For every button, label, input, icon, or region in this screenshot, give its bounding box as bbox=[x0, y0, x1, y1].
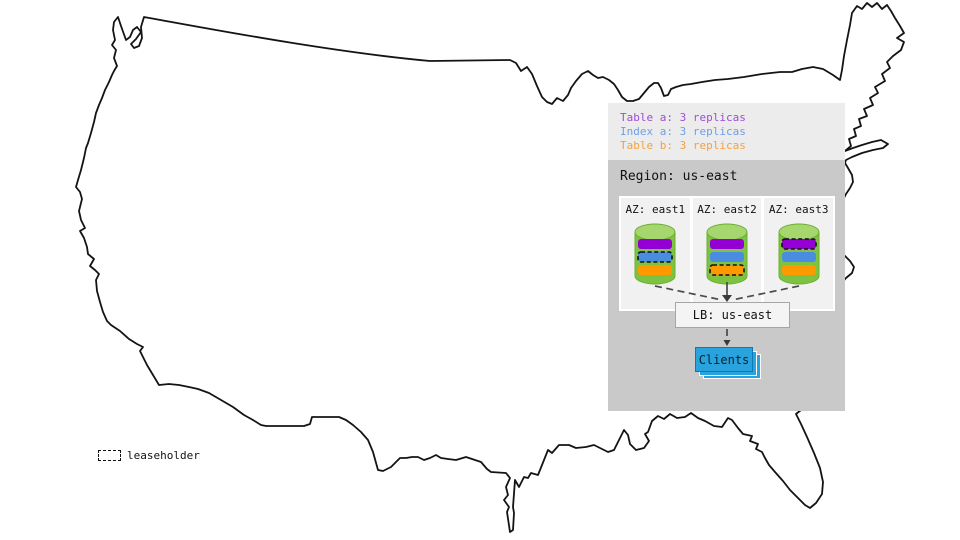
az-label: AZ: east3 bbox=[768, 203, 829, 216]
leaseholder-label: leaseholder bbox=[127, 449, 200, 462]
replica-bar-index-a-leaseholder bbox=[637, 251, 674, 263]
az-label: AZ: east2 bbox=[697, 203, 757, 216]
load-balancer-box: LB: us-east bbox=[675, 302, 790, 328]
clients-box: Clients bbox=[695, 347, 753, 372]
legend-table-a: Table a: 3 replicas bbox=[620, 111, 746, 124]
replica-bar-index-a bbox=[710, 252, 744, 262]
database-cylinder-icon bbox=[634, 223, 676, 285]
az-container: AZ: east1 AZ: east2 AZ: east3 bbox=[619, 196, 835, 311]
replica-bar-table-b bbox=[638, 265, 673, 275]
az-label: AZ: east1 bbox=[625, 203, 686, 216]
region-panel: Region: us-east AZ: east1 AZ: east2 AZ: … bbox=[608, 160, 845, 411]
replica-bar-table-a-leaseholder bbox=[780, 238, 817, 250]
replica-bar-table-a bbox=[710, 239, 744, 249]
replica-bar-table-b-leaseholder bbox=[709, 264, 745, 276]
leaseholder-swatch-icon bbox=[98, 450, 121, 461]
replica-legend-panel: Table a: 3 replicas Index a: 3 replicas … bbox=[608, 103, 845, 160]
clients-stack: Clients bbox=[695, 347, 765, 383]
database-cylinder-icon bbox=[706, 223, 748, 285]
az-cell-east1: AZ: east1 bbox=[621, 198, 690, 309]
region-title: Region: us-east bbox=[620, 169, 738, 184]
leaseholder-key: leaseholder bbox=[98, 449, 200, 462]
database-cylinder-icon bbox=[778, 223, 820, 285]
az-cell-east3: AZ: east3 bbox=[764, 198, 834, 309]
replica-bar-table-b bbox=[781, 265, 816, 275]
legend-index-a: Index a: 3 replicas bbox=[620, 125, 746, 138]
legend-table-b: Table b: 3 replicas bbox=[620, 139, 746, 152]
replica-bar-index-a bbox=[781, 252, 816, 262]
az-cell-east2: AZ: east2 bbox=[692, 198, 762, 309]
replica-bar-table-a bbox=[638, 239, 673, 249]
